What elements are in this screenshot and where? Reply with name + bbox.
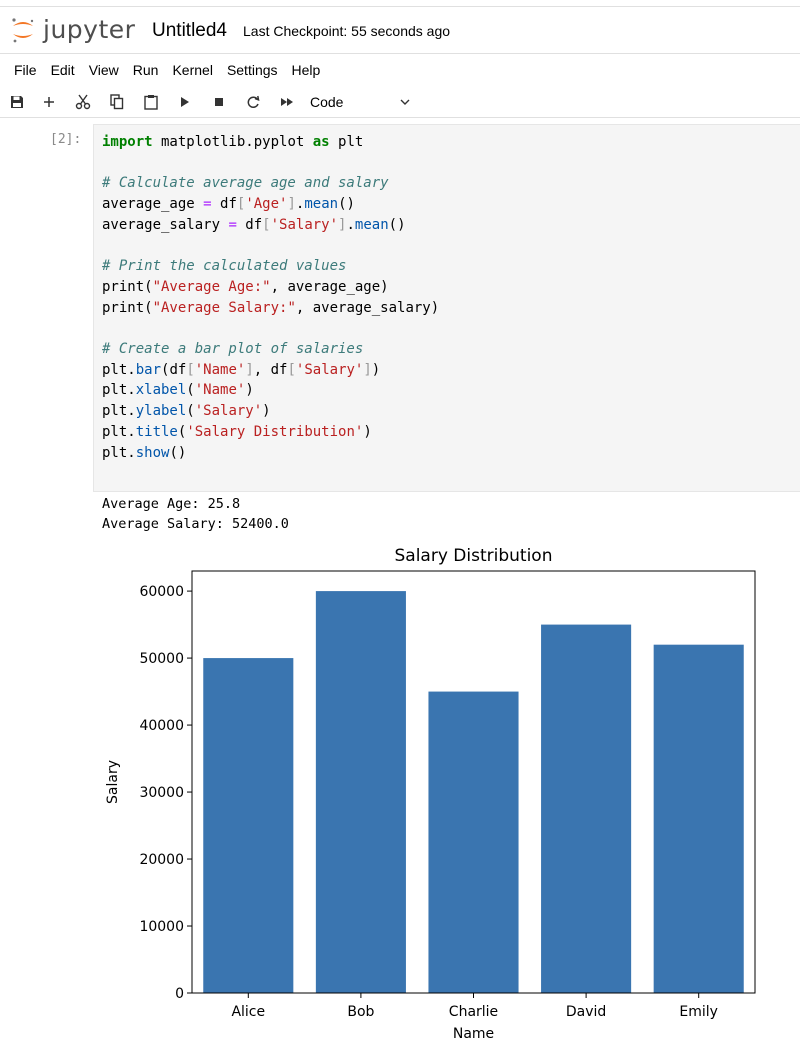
y-tick-label: 30000 <box>139 785 184 801</box>
add-cell-icon[interactable] <box>32 88 66 116</box>
jupyter-logo-icon[interactable] <box>10 17 36 43</box>
header: jupyter Untitled4 Last Checkpoint: 55 se… <box>0 7 800 54</box>
x-tick-label: David <box>566 1004 606 1020</box>
execution-count: [2]: <box>50 132 82 147</box>
menu-settings[interactable]: Settings <box>226 62 278 78</box>
y-tick-label: 40000 <box>139 718 184 734</box>
menu-run[interactable]: Run <box>132 62 159 78</box>
save-icon[interactable] <box>2 88 32 116</box>
menu-file[interactable]: File <box>14 62 37 78</box>
x-axis-label: Name <box>453 1026 494 1042</box>
chevron-down-icon <box>400 99 410 105</box>
menu-kernel[interactable]: Kernel <box>172 62 213 78</box>
bar <box>203 658 294 993</box>
menu-help[interactable]: Help <box>291 62 321 78</box>
y-tick-label: 20000 <box>139 852 184 868</box>
menu-bar: File Edit View Run Kernel Settings Help <box>0 54 800 86</box>
cell-type-dropdown[interactable]: Code <box>310 94 410 110</box>
jupyter-logo-text: jupyter <box>43 15 136 44</box>
y-tick-label: 0 <box>175 986 184 1002</box>
paste-icon[interactable] <box>134 88 168 116</box>
restart-icon[interactable] <box>236 88 270 116</box>
x-tick-label: Bob <box>347 1004 374 1020</box>
bar <box>315 591 406 993</box>
bar <box>428 691 519 993</box>
code-content[interactable]: import matplotlib.pyplot as plt # Calcul… <box>102 134 440 461</box>
menu-edit[interactable]: Edit <box>50 62 75 78</box>
cut-icon[interactable] <box>66 88 100 116</box>
copy-icon[interactable] <box>100 88 134 116</box>
bar <box>541 624 632 993</box>
run-icon[interactable] <box>168 88 202 116</box>
code-editor[interactable]: import matplotlib.pyplot as plt # Calcul… <box>93 124 800 492</box>
menu-view[interactable]: View <box>88 62 119 78</box>
notebook-toolbar: Code <box>0 87 800 118</box>
y-tick-label: 60000 <box>139 584 184 600</box>
stop-icon[interactable] <box>202 88 236 116</box>
y-axis-label: Salary <box>105 760 121 804</box>
x-tick-label: Alice <box>231 1004 265 1020</box>
x-tick-label: Charlie <box>449 1004 498 1020</box>
output-line: Average Age: 25.8 <box>102 496 241 512</box>
notebook-title[interactable]: Untitled4 <box>152 20 227 41</box>
checkpoint-status: Last Checkpoint: 55 seconds ago <box>243 23 451 39</box>
x-tick-label: Emily <box>679 1004 718 1020</box>
cell-type-value: Code <box>310 94 344 110</box>
y-tick-label: 10000 <box>139 919 184 935</box>
cell-output: Average Age: 25.8 Average Salary: 52400.… <box>102 494 289 534</box>
top-border <box>0 0 800 7</box>
bar <box>653 644 744 993</box>
salary-bar-chart: Salary Distribution 0 10000 20000 30000 40000… <box>105 546 756 1042</box>
y-tick-label: 50000 <box>139 651 184 667</box>
output-line: Average Salary: 52400.0 <box>102 516 289 532</box>
fast-forward-icon[interactable] <box>270 88 304 116</box>
chart-title: Salary Distribution <box>395 546 553 566</box>
